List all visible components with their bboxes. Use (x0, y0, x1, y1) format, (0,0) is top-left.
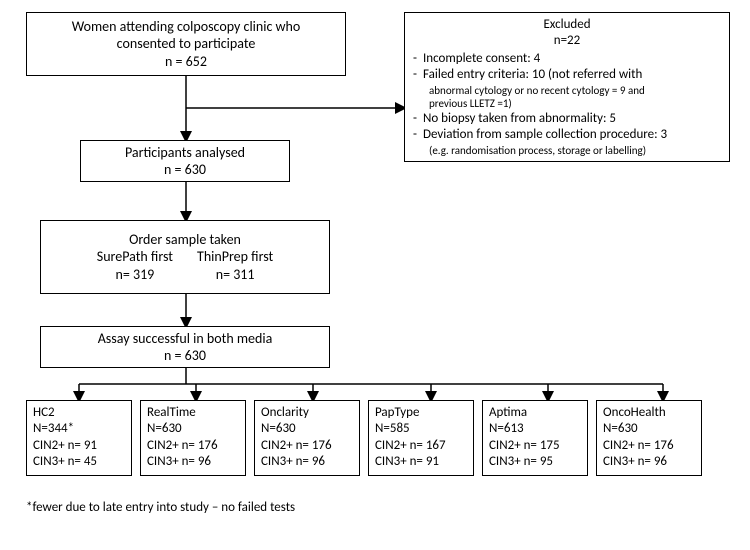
assay-name: RealTime (147, 405, 239, 421)
excluded-item-sub: abnormal cytology or no recent cytology … (413, 84, 667, 98)
assay-cin3: CIN3+ n= 95 (489, 454, 581, 470)
excluded-item-sub: (e.g. randomisation process, storage or … (413, 144, 667, 158)
assay-N: N=613 (489, 421, 581, 437)
order-left-n: n= 319 (115, 266, 154, 284)
excluded-title: Excluded (413, 17, 721, 33)
assay-cin2: CIN2+ n= 167 (375, 438, 467, 454)
assay-name: PapType (375, 405, 467, 421)
footnote: *fewer due to late entry into study – no… (26, 500, 295, 515)
excluded-item: Incomplete consent: 4 (413, 51, 667, 67)
assay-N: N=630 (261, 421, 353, 437)
assay-box: RealTimeN=630CIN2+ n= 176CIN3+ n= 96 (140, 400, 246, 476)
enrollment-n: n = 652 (165, 53, 207, 71)
enrollment-line2: consented to participate (117, 35, 256, 53)
assay-box: AptimaN=613CIN2+ n= 175CIN3+ n= 95 (482, 400, 588, 476)
excluded-item: Deviation from sample collection procedu… (413, 127, 667, 143)
assay-cin2: CIN2+ n= 176 (261, 438, 353, 454)
excluded-box: Excluded n=22 Incomplete consent: 4Faile… (404, 12, 730, 162)
order-left-label: SurePath first (97, 248, 173, 266)
assay-name: OncoHealth (603, 405, 695, 421)
excluded-list: Incomplete consent: 4Failed entry criter… (413, 51, 667, 157)
assay-success-box: Assay successful in both media n = 630 (40, 326, 330, 368)
analysed-line1: Participants analysed (125, 144, 245, 162)
assay-line1: Assay successful in both media (98, 330, 273, 348)
assay-cin2: CIN2+ n= 176 (603, 438, 695, 454)
excluded-item-sub: previous LLETZ =1) (413, 97, 667, 111)
assay-N: N=630 (147, 421, 239, 437)
assay-N: N=630 (603, 421, 695, 437)
excluded-item: No biopsy taken from abnormality: 5 (413, 111, 667, 127)
assay-name: HC2 (33, 405, 125, 421)
excluded-item: Failed entry criteria: 10 (not referred … (413, 67, 667, 83)
assay-cin3: CIN3+ n= 96 (261, 454, 353, 470)
assay-n: n = 630 (164, 347, 206, 365)
assay-N: N=344* (33, 421, 125, 437)
assay-cin3: CIN3+ n= 45 (33, 454, 125, 470)
assay-row: HC2N=344*CIN2+ n= 91CIN3+ n= 45RealTimeN… (26, 400, 702, 476)
assay-cin2: CIN2+ n= 176 (147, 438, 239, 454)
assay-box: HC2N=344*CIN2+ n= 91CIN3+ n= 45 (26, 400, 132, 476)
assay-name: Aptima (489, 405, 581, 421)
assay-N: N=585 (375, 421, 467, 437)
order-right-label: ThinPrep first (197, 248, 273, 266)
enrollment-box: Women attending colposcopy clinic who co… (26, 12, 346, 76)
assay-cin2: CIN2+ n= 175 (489, 438, 581, 454)
order-title: Order sample taken (129, 231, 241, 249)
excluded-n: n=22 (413, 33, 721, 49)
assay-cin3: CIN3+ n= 96 (147, 454, 239, 470)
assay-box: OncoHealthN=630CIN2+ n= 176CIN3+ n= 96 (596, 400, 702, 476)
analysed-n: n = 630 (164, 161, 206, 179)
assay-box: PapTypeN=585CIN2+ n= 167CIN3+ n= 91 (368, 400, 474, 476)
order-box: Order sample taken SurePath first n= 319… (40, 220, 330, 294)
assay-name: Onclarity (261, 405, 353, 421)
assay-cin2: CIN2+ n= 91 (33, 438, 125, 454)
assay-cin3: CIN3+ n= 91 (375, 454, 467, 470)
assay-cin3: CIN3+ n= 96 (603, 454, 695, 470)
assay-box: OnclarityN=630CIN2+ n= 176CIN3+ n= 96 (254, 400, 360, 476)
order-right-n: n= 311 (216, 266, 255, 284)
analysed-box: Participants analysed n = 630 (80, 140, 290, 182)
enrollment-line1: Women attending colposcopy clinic who (72, 18, 301, 36)
